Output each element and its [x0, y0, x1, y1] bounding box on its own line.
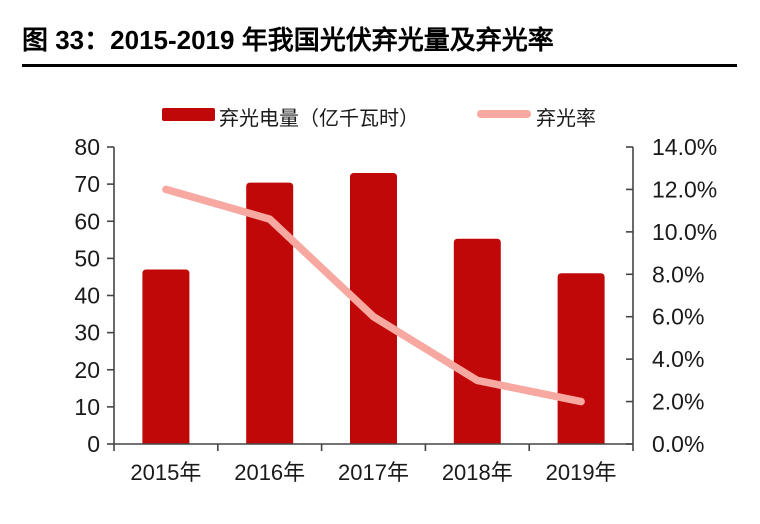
x-axis-label: 2017年: [338, 460, 409, 485]
right-axis-label: 14.0%: [652, 134, 717, 160]
title-underline: [22, 64, 737, 67]
left-axis-label: 30: [74, 320, 100, 346]
bar-2015年: [142, 269, 190, 444]
x-axis-label: 2015年: [130, 460, 201, 485]
x-axis-label: 2019年: [546, 460, 617, 485]
figure-title: 图 33：2015-2019 年我国光伏弃光量及弃光率: [22, 25, 554, 55]
left-axis-label: 80: [74, 134, 100, 160]
right-axis-label: 8.0%: [652, 261, 704, 287]
legend-bar-label: 弃光电量（亿千瓦时）: [219, 108, 419, 130]
right-axis-label: 4.0%: [652, 346, 704, 372]
right-axis-label: 6.0%: [652, 304, 704, 330]
legend-line-label: 弃光率: [536, 108, 596, 130]
left-axis-label: 20: [74, 357, 100, 383]
left-axis-label: 40: [74, 283, 100, 309]
legend-bar-swatch: [162, 108, 215, 121]
left-axis-label: 60: [74, 208, 100, 234]
bar-2016年: [246, 182, 294, 444]
bar-2019年: [557, 273, 605, 444]
right-axis-label: 0.0%: [652, 431, 704, 457]
x-axis-label: 2016年: [234, 460, 305, 485]
x-axis-label: 2018年: [442, 460, 513, 485]
legend-line-swatch: [477, 110, 531, 118]
right-axis-label: 12.0%: [652, 176, 717, 202]
right-axis-label: 2.0%: [652, 389, 704, 415]
left-axis-label: 70: [74, 171, 100, 197]
left-axis-label: 50: [74, 245, 100, 271]
bar-2017年: [350, 172, 397, 445]
right-axis-label: 10.0%: [652, 219, 717, 245]
bar-2018年: [453, 238, 501, 444]
rate-line: [162, 185, 585, 406]
left-axis-label: 10: [74, 394, 100, 420]
left-axis-label: 0: [87, 431, 100, 457]
